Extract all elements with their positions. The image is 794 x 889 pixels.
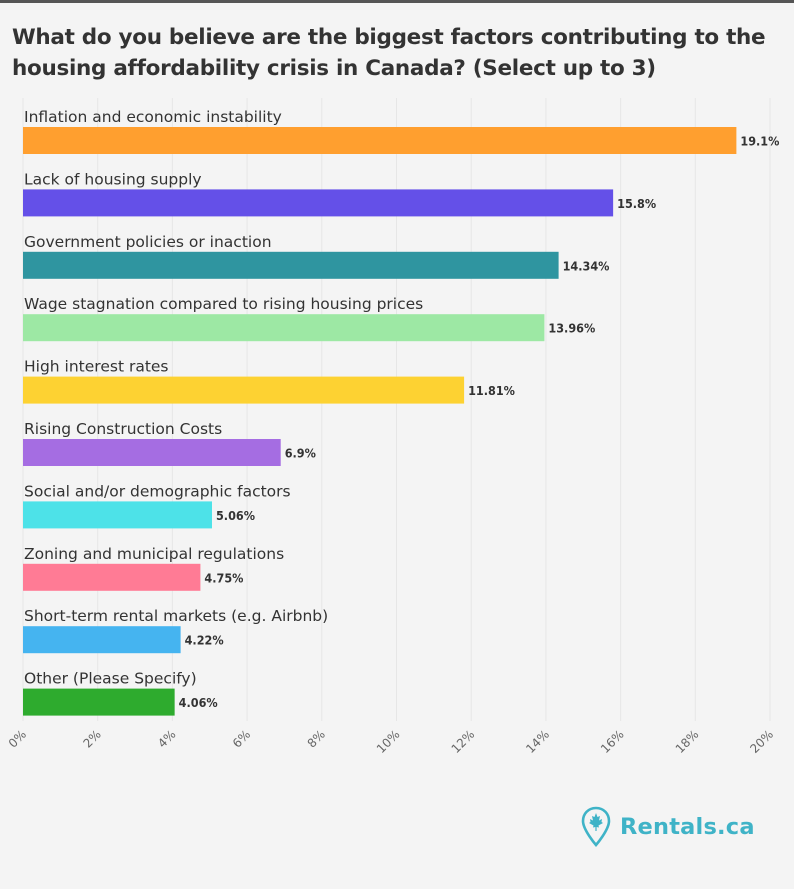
bar	[23, 563, 201, 591]
category-label: Short-term rental markets (e.g. Airbnb)	[24, 607, 328, 625]
x-tick-label: 0%	[6, 727, 29, 750]
x-tick-label: 6%	[230, 727, 253, 750]
maple-leaf-pin-icon	[581, 806, 611, 847]
category-label: Zoning and municipal regulations	[24, 545, 284, 563]
category-label: Inflation and economic instability	[24, 108, 282, 126]
brand-logo: Rentals.ca	[580, 805, 755, 849]
x-tick-label: 18%	[673, 727, 702, 756]
x-tick-label: 20%	[747, 727, 776, 756]
category-label: Rising Construction Costs	[24, 420, 222, 438]
x-tick-label: 8%	[305, 727, 328, 750]
category-label: High interest rates	[24, 358, 169, 376]
x-tick-label: 2%	[80, 727, 103, 750]
category-label: Lack of housing supply	[24, 170, 202, 188]
bar	[23, 189, 614, 217]
bar	[23, 251, 559, 279]
value-label: 11.81%	[468, 383, 515, 398]
value-label: 15.8%	[617, 196, 656, 211]
brand-name: Rentals.ca	[620, 814, 755, 840]
x-tick-label: 14%	[523, 727, 552, 756]
bar	[23, 439, 281, 466]
value-label: 14.34%	[563, 258, 610, 273]
category-label: Social and/or demographic factors	[24, 482, 291, 500]
value-label: 13.96%	[548, 321, 595, 336]
category-label: Government policies or inaction	[24, 233, 272, 251]
top-rule	[0, 0, 794, 3]
bar	[23, 626, 181, 654]
bar	[23, 501, 212, 529]
x-tick-label: 4%	[155, 727, 178, 750]
value-label: 19.1%	[740, 134, 779, 149]
x-tick-label: 10%	[374, 727, 403, 756]
value-label: 5.06%	[216, 508, 255, 523]
bar	[23, 314, 545, 342]
bar-chart: 0% 2% 4% 6% 8% 10% 12% 14% 16% 18% 20% Inflation an…	[6, 98, 779, 756]
x-tick-label: 16%	[598, 727, 627, 756]
category-label: Other (Please Specify)	[24, 670, 197, 688]
category-label: Wage stagnation compared to rising housi…	[24, 295, 423, 313]
bar	[23, 127, 737, 154]
chart-title: What do you believe are the biggest fact…	[12, 25, 766, 81]
x-tick-label: 12%	[449, 727, 478, 756]
value-label: 4.06%	[179, 695, 218, 710]
value-label: 4.22%	[185, 633, 224, 648]
value-label: 4.75%	[204, 570, 243, 585]
bar	[23, 376, 465, 404]
bar	[23, 688, 175, 716]
value-label: 6.9%	[285, 446, 316, 461]
